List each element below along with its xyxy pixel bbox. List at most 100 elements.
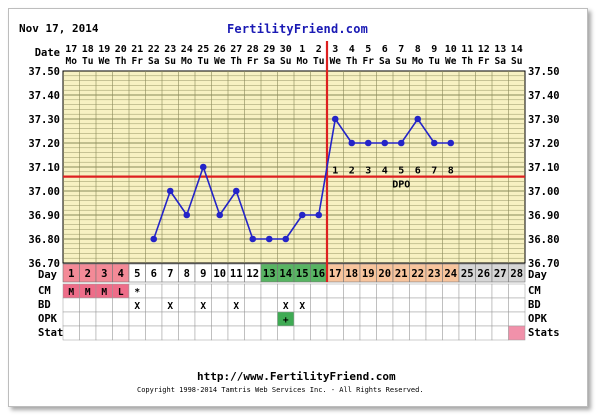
- bd-cell: [112, 297, 130, 313]
- opk-row-label-left: OPK: [38, 313, 58, 325]
- y-tick-label-left: 37.30: [28, 114, 60, 126]
- temperature-line-segment: [185, 166, 205, 216]
- weekday-tick-label: Tu: [313, 56, 324, 67]
- temperature-point: [364, 139, 372, 147]
- day-number: 20: [378, 268, 391, 280]
- opk-cell: [310, 311, 328, 327]
- bd-cell: [491, 297, 509, 313]
- cm-cell: [227, 283, 245, 299]
- day-number: 7: [167, 268, 173, 280]
- cm-row-label-left: CM: [38, 285, 51, 297]
- bd-row-label-right: BD: [528, 299, 541, 311]
- cm-cell: [343, 283, 361, 299]
- bd-cell: [425, 297, 443, 313]
- stats-cell: [359, 325, 377, 341]
- bd-cell: [326, 297, 344, 313]
- y-tick-label-right: 37.10: [528, 162, 560, 174]
- stats-cell: [442, 325, 460, 341]
- bd-cell: [392, 297, 410, 313]
- stats-cell: [227, 325, 245, 341]
- cm-cell: [293, 283, 311, 299]
- temperature-line-segment: [235, 190, 254, 240]
- temperature-point: [199, 163, 207, 171]
- cm-cell: [244, 283, 262, 299]
- dpo-number: 7: [431, 166, 437, 177]
- weekday-tick-label: Su: [165, 56, 176, 67]
- stats-cell: [178, 325, 196, 341]
- bd-entry: X: [167, 301, 173, 312]
- opk-cell: [409, 311, 427, 327]
- bd-cell: [409, 297, 427, 313]
- temperature-line-segment: [219, 190, 237, 216]
- weekday-tick-label: Tu: [82, 56, 93, 67]
- weekday-tick-label: Th: [462, 56, 473, 67]
- date-tick-label: 28: [247, 44, 259, 55]
- opk-cell: [178, 311, 196, 327]
- weekday-tick-label: Sa: [379, 56, 391, 67]
- day-number: 18: [345, 268, 358, 280]
- date-tick-label: 11: [461, 44, 473, 55]
- stats-cell: [211, 325, 229, 341]
- opk-cell: [376, 311, 394, 327]
- temperature-point: [397, 139, 405, 147]
- bd-cell: [145, 297, 163, 313]
- opk-row-label-right: OPK: [528, 313, 548, 325]
- cm-cell: [310, 283, 328, 299]
- temperature-point: [298, 211, 306, 219]
- date-tick-label: 25: [197, 44, 209, 55]
- stats-cell: [392, 325, 410, 341]
- y-tick-label-right: 37.30: [528, 114, 560, 126]
- weekday-tick-label: Fr: [363, 56, 375, 67]
- y-tick-label-right: 36.90: [528, 210, 560, 222]
- opk-cell: [442, 311, 460, 327]
- weekday-tick-label: Th: [115, 56, 126, 67]
- date-tick-label: 18: [82, 44, 94, 55]
- dpo-number: 1: [332, 166, 338, 177]
- temperature-point: [414, 115, 422, 123]
- day-number: 13: [263, 268, 276, 280]
- opk-cell: [112, 311, 130, 327]
- bd-entry: X: [200, 301, 206, 312]
- temperature-point: [249, 235, 257, 243]
- temperature-point: [150, 235, 158, 243]
- temperature-point: [348, 139, 356, 147]
- day-number: 24: [444, 268, 457, 280]
- opk-cell: [491, 311, 509, 327]
- opk-cell: [79, 311, 97, 327]
- footer-url[interactable]: http://www.FertilityFriend.com: [197, 370, 396, 383]
- date-tick-label: 24: [181, 44, 193, 55]
- stats-cell: [161, 325, 179, 341]
- bd-cell: [359, 297, 377, 313]
- cm-entry: M: [85, 287, 91, 298]
- day-number: 10: [213, 268, 226, 280]
- day-number: 4: [118, 268, 124, 280]
- weekday-tick-label: Mo: [181, 56, 193, 67]
- day-cell: [508, 263, 526, 283]
- stats-cell: [128, 325, 146, 341]
- y-tick-label-left: 36.80: [28, 234, 60, 246]
- stats-cell: [79, 325, 97, 341]
- day-number: 21: [395, 268, 408, 280]
- day-number: 8: [184, 268, 190, 280]
- bd-cell: [442, 297, 460, 313]
- weekday-tick-label: Sa: [148, 56, 160, 67]
- stats-row-label-left: Stats: [38, 327, 70, 339]
- temperature-point: [166, 187, 174, 195]
- stats-cell: [343, 325, 361, 341]
- cm-cell: [458, 283, 476, 299]
- opk-cell: [475, 311, 493, 327]
- temperature-point: [315, 211, 323, 219]
- day-number: 27: [494, 268, 507, 280]
- weekday-tick-label: Tu: [198, 56, 209, 67]
- stats-cell: [458, 325, 476, 341]
- y-tick-label-left: 36.70: [28, 258, 60, 270]
- opk-cell: [343, 311, 361, 327]
- bd-entry: X: [134, 301, 140, 312]
- stats-cell: [376, 325, 394, 341]
- opk-cell: [293, 311, 311, 327]
- bd-cell: [79, 297, 97, 313]
- stats-row-label-right: Stats: [528, 327, 560, 339]
- stats-cell: [244, 325, 262, 341]
- weekday-tick-label: Th: [346, 56, 357, 67]
- weekday-tick-label: Mo: [412, 56, 424, 67]
